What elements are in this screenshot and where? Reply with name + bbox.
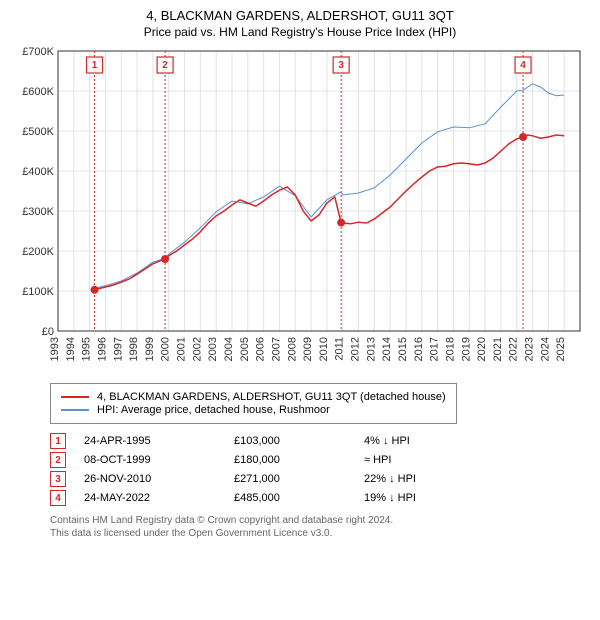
marker-num: 2	[162, 60, 168, 71]
y-tick-label: £300K	[22, 206, 54, 218]
tx-relative: 22% ↓ HPI	[364, 473, 484, 485]
x-tick-label: 2012	[350, 337, 362, 361]
x-tick-label: 2019	[460, 337, 472, 361]
tx-price: £485,000	[234, 492, 364, 504]
tx-num: 3	[50, 471, 66, 487]
x-tick-label: 2017	[429, 337, 441, 361]
x-tick-label: 2022	[508, 337, 520, 361]
tx-date: 24-MAY-2022	[84, 492, 234, 504]
chart-title: 4, BLACKMAN GARDENS, ALDERSHOT, GU11 3QT	[10, 8, 590, 23]
legend-row-red: 4, BLACKMAN GARDENS, ALDERSHOT, GU11 3QT…	[61, 391, 446, 403]
x-tick-label: 2003	[207, 337, 219, 361]
x-tick-label: 2000	[160, 337, 172, 361]
y-tick-label: £200K	[22, 246, 54, 258]
x-tick-label: 1994	[65, 337, 77, 361]
tx-price: £271,000	[234, 473, 364, 485]
y-tick-label: £500K	[22, 126, 54, 138]
y-tick-label: £400K	[22, 166, 54, 178]
tx-relative: ≈ HPI	[364, 454, 484, 466]
marker-dot	[91, 286, 99, 294]
x-tick-label: 2002	[191, 337, 203, 361]
x-tick-label: 2023	[524, 337, 536, 361]
legend-label-red: 4, BLACKMAN GARDENS, ALDERSHOT, GU11 3QT…	[97, 391, 446, 403]
x-tick-label: 1993	[49, 337, 61, 361]
legend-swatch-blue	[61, 409, 89, 411]
chart-subtitle: Price paid vs. HM Land Registry's House …	[10, 25, 590, 39]
x-tick-label: 2020	[476, 337, 488, 361]
tx-price: £103,000	[234, 435, 364, 447]
y-tick-label: £0	[42, 326, 54, 338]
x-tick-label: 1997	[112, 337, 124, 361]
table-row: 4 24-MAY-2022£485,00019% ↓ HPI	[50, 490, 590, 506]
chart-area: £0 £100K £200K £300K £400K £500K £600K £700K 199…	[10, 45, 590, 375]
legend: 4, BLACKMAN GARDENS, ALDERSHOT, GU11 3QT…	[50, 383, 457, 424]
footer-line1: Contains HM Land Registry data © Crown c…	[50, 514, 590, 527]
x-tick-label: 1998	[128, 337, 140, 361]
y-tick-label: £700K	[22, 46, 54, 58]
marker-num: 4	[520, 60, 526, 71]
legend-label-blue: HPI: Average price, detached house, Rush…	[97, 404, 330, 416]
x-tick-label: 2011	[334, 337, 346, 361]
tx-date: 26-NOV-2010	[84, 473, 234, 485]
chart-page: 4, BLACKMAN GARDENS, ALDERSHOT, GU11 3QT…	[0, 0, 600, 548]
x-tick-label: 2015	[397, 337, 409, 361]
x-tick-label: 2018	[444, 337, 456, 361]
tx-date: 24-APR-1995	[84, 435, 234, 447]
x-tick-label: 2004	[223, 337, 235, 361]
x-tick-label: 2013	[365, 337, 377, 361]
table-row: 3 26-NOV-2010£271,00022% ↓ HPI	[50, 471, 590, 487]
table-row: 1 24-APR-1995£103,0004% ↓ HPI	[50, 433, 590, 449]
tx-num: 4	[50, 490, 66, 506]
tx-num: 1	[50, 433, 66, 449]
y-tick-label: £600K	[22, 86, 54, 98]
tx-num: 2	[50, 452, 66, 468]
transactions-table: 1 24-APR-1995£103,0004% ↓ HPI 2 08-OCT-1999…	[50, 433, 590, 506]
legend-swatch-red	[61, 396, 89, 398]
tx-price: £180,000	[234, 454, 364, 466]
x-tick-label: 2009	[302, 337, 314, 361]
marker-num: 3	[338, 60, 344, 71]
footer: Contains HM Land Registry data © Crown c…	[50, 514, 590, 540]
tx-relative: 19% ↓ HPI	[364, 492, 484, 504]
x-tick-label: 2001	[176, 337, 188, 361]
x-tick-label: 2010	[318, 337, 330, 361]
x-tick-label: 2007	[270, 337, 282, 361]
marker-dot	[161, 255, 169, 263]
x-tick-label: 1999	[144, 337, 156, 361]
tx-date: 08-OCT-1999	[84, 454, 234, 466]
marker-num: 1	[92, 60, 98, 71]
x-tick-label: 2014	[381, 337, 393, 361]
plot-border	[58, 51, 580, 331]
table-row: 2 08-OCT-1999£180,000≈ HPI	[50, 452, 590, 468]
y-tick-label: £100K	[22, 286, 54, 298]
marker-dot	[519, 133, 527, 141]
legend-row-blue: HPI: Average price, detached house, Rush…	[61, 404, 446, 416]
tx-relative: 4% ↓ HPI	[364, 435, 484, 447]
x-tick-label: 2016	[413, 337, 425, 361]
x-tick-label: 1996	[96, 337, 108, 361]
chart-svg: £0 £100K £200K £300K £400K £500K £600K £700K 199…	[10, 45, 590, 375]
x-tick-label: 2024	[539, 337, 551, 361]
x-tick-label: 2008	[286, 337, 298, 361]
x-tick-label: 2006	[255, 337, 267, 361]
footer-line2: This data is licensed under the Open Gov…	[50, 527, 590, 540]
x-tick-label: 2021	[492, 337, 504, 361]
x-tick-label: 2025	[555, 337, 567, 361]
x-tick-label: 2005	[239, 337, 251, 361]
marker-dot	[337, 219, 345, 227]
x-tick-label: 1995	[81, 337, 93, 361]
